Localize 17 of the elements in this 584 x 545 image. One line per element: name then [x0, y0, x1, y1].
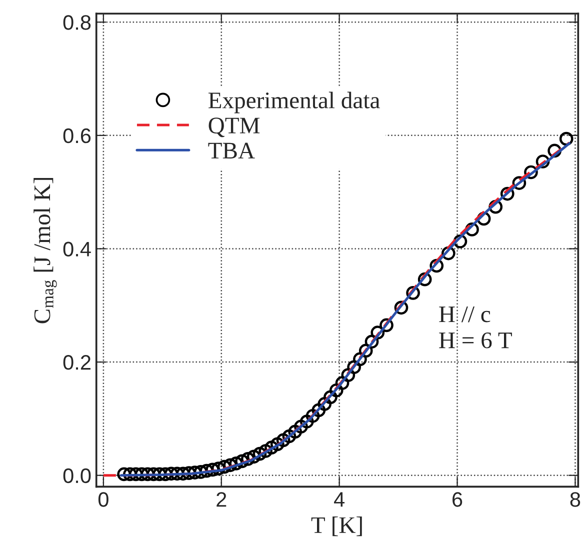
x-axis-title: T [K]: [311, 516, 362, 536]
x-tick-label: 2: [216, 492, 226, 507]
legend-label: TBA: [208, 142, 255, 158]
x-tick-label: 8: [570, 492, 580, 507]
x-tick-label: 0: [98, 492, 108, 507]
y-tick-label: 0.2: [63, 355, 90, 370]
legend-label: Experimental data: [208, 92, 380, 114]
x-tick-label: 4: [334, 492, 345, 507]
y-tick-label: 0.0: [63, 468, 91, 484]
x-tick-label: 6: [452, 492, 462, 507]
y-axis-title: C$_{mag}$ [J /mol K]: [34, 178, 57, 324]
annotation: H = 6 T: [439, 332, 512, 348]
y-tick-label: 0.6: [63, 128, 91, 144]
legend-label: QTM: [208, 118, 260, 138]
y-tick-label: 0.4: [63, 242, 91, 256]
annotation: H // c: [439, 306, 490, 322]
y-tick-label: 0.8: [63, 15, 91, 30]
